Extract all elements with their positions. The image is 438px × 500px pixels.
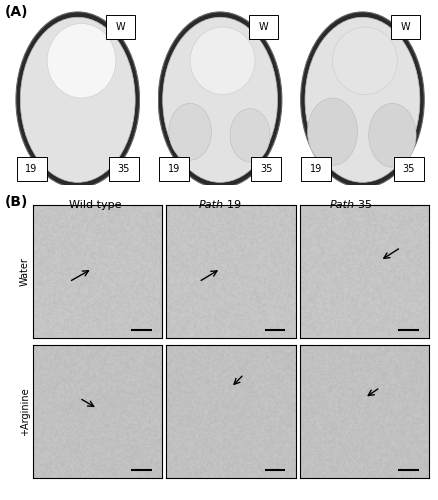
FancyBboxPatch shape <box>394 156 424 182</box>
Text: 19: 19 <box>310 164 322 174</box>
Ellipse shape <box>190 27 255 94</box>
Ellipse shape <box>158 12 282 188</box>
Ellipse shape <box>332 27 397 94</box>
Text: Path: Path <box>198 200 223 210</box>
Ellipse shape <box>300 12 424 188</box>
Text: Water: Water <box>20 257 30 286</box>
FancyBboxPatch shape <box>391 14 420 40</box>
Text: -35: -35 <box>355 200 373 210</box>
Ellipse shape <box>307 98 357 166</box>
Ellipse shape <box>305 18 420 182</box>
Text: W: W <box>258 22 268 32</box>
FancyBboxPatch shape <box>17 156 46 182</box>
Ellipse shape <box>230 108 270 162</box>
Ellipse shape <box>369 104 416 167</box>
Ellipse shape <box>47 24 116 98</box>
Text: Path: Path <box>330 200 355 210</box>
FancyBboxPatch shape <box>159 156 189 182</box>
Ellipse shape <box>20 18 135 182</box>
Text: 35: 35 <box>403 164 415 174</box>
Ellipse shape <box>169 104 212 160</box>
FancyBboxPatch shape <box>251 156 281 182</box>
Text: Wild type: Wild type <box>69 200 122 210</box>
FancyBboxPatch shape <box>249 14 278 40</box>
Text: 35: 35 <box>260 164 272 174</box>
Text: (B): (B) <box>4 195 28 209</box>
Text: W: W <box>116 22 126 32</box>
Ellipse shape <box>162 18 278 182</box>
FancyBboxPatch shape <box>106 14 135 40</box>
Ellipse shape <box>16 12 140 188</box>
FancyBboxPatch shape <box>301 156 331 182</box>
Text: +Arginine: +Arginine <box>20 387 30 436</box>
Text: W: W <box>401 22 410 32</box>
Text: 19: 19 <box>25 164 38 174</box>
Text: 19: 19 <box>168 164 180 174</box>
FancyBboxPatch shape <box>109 156 139 182</box>
Text: -19: -19 <box>223 200 241 210</box>
Text: (A): (A) <box>4 5 28 19</box>
Text: 35: 35 <box>118 164 130 174</box>
